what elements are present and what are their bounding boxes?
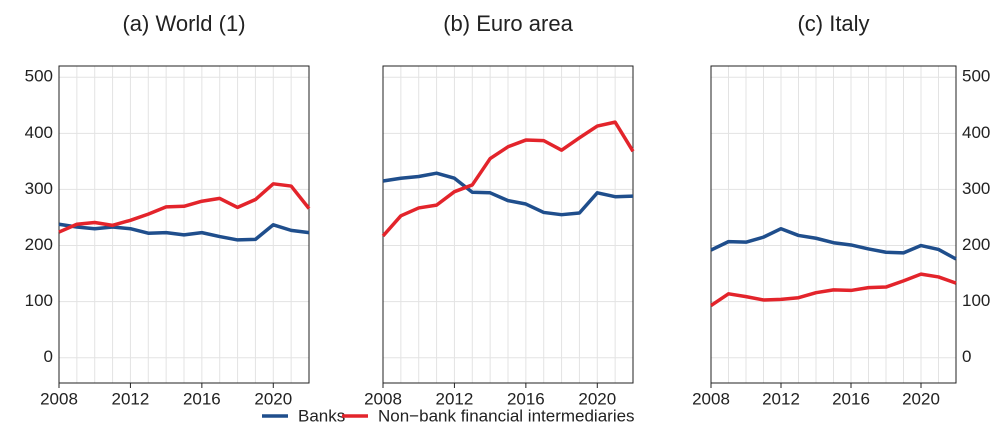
x-tick-label: 2012 — [112, 389, 150, 408]
series-line — [382, 171, 634, 217]
x-tick-label: 2016 — [832, 389, 870, 408]
panel-title: (c) Italy — [797, 11, 869, 36]
y-tick-label: 400 — [962, 123, 990, 142]
series-line — [58, 222, 310, 242]
series-line — [710, 272, 957, 308]
y-tick-label: 0 — [44, 347, 53, 366]
x-tick-label: 2020 — [254, 389, 292, 408]
series-line — [381, 120, 635, 238]
x-tick-label: 2008 — [692, 389, 730, 408]
legend-label: Banks — [298, 406, 345, 425]
y-tick-label: 200 — [962, 235, 990, 254]
y-tick-label: 400 — [25, 123, 53, 142]
x-tick-label: 2016 — [507, 389, 545, 408]
legend-label: Non−bank financial intermediaries — [378, 406, 635, 425]
y-tick-label: 500 — [962, 67, 990, 86]
y-tick-label: 300 — [962, 179, 990, 198]
y-tick-label: 100 — [25, 291, 53, 310]
y-tick-label: 200 — [25, 235, 53, 254]
y-tick-label: 100 — [962, 291, 990, 310]
x-tick-label: 2008 — [40, 389, 78, 408]
y-tick-label: 500 — [25, 67, 53, 86]
plot-frame — [710, 65, 957, 384]
y-tick-label: 300 — [25, 179, 53, 198]
y-tick-label: 0 — [962, 347, 971, 366]
x-tick-label: 2008 — [364, 389, 402, 408]
panel-title: (b) Euro area — [443, 11, 573, 36]
plot-frame — [382, 65, 634, 384]
x-tick-label: 2020 — [578, 389, 616, 408]
x-tick-label: 2012 — [436, 389, 474, 408]
x-tick-label: 2016 — [183, 389, 221, 408]
panel-title: (a) World (1) — [122, 11, 245, 36]
series-line — [710, 226, 957, 261]
x-tick-label: 2012 — [762, 389, 800, 408]
series-line — [58, 182, 311, 234]
x-tick-label: 2020 — [902, 389, 940, 408]
